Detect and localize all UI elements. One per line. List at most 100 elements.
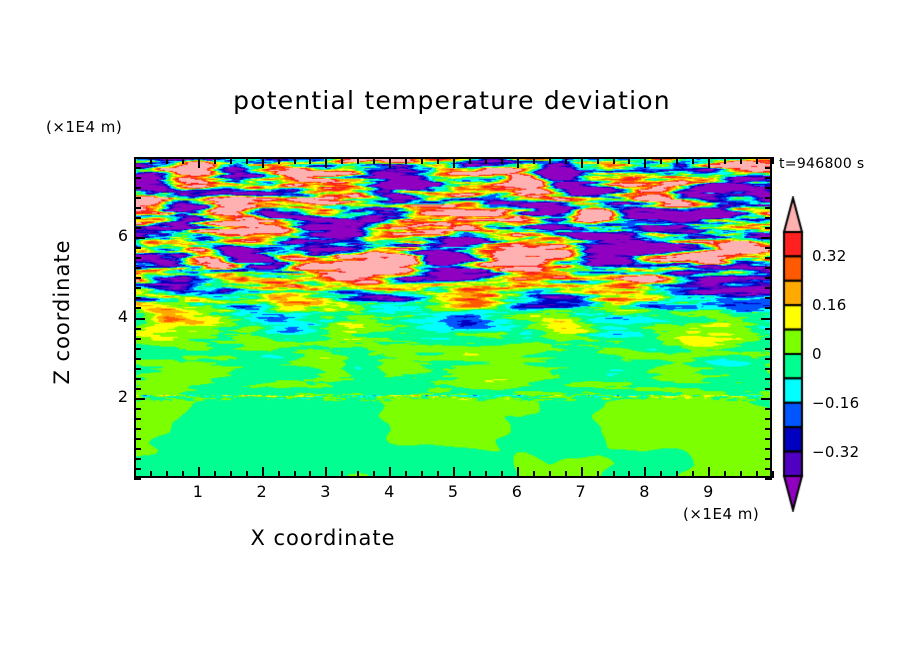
x-tick [581, 467, 583, 478]
y-tick-right [761, 237, 772, 239]
y-tick [134, 157, 141, 159]
y-tick-right [765, 297, 772, 299]
y-tick [134, 418, 141, 420]
timestamp-annotation: t=946800 s [779, 156, 865, 172]
y-tick [134, 388, 141, 390]
y-tick-label: 2 [117, 386, 128, 406]
x-tick [613, 471, 615, 478]
x-tick-top [549, 157, 551, 164]
x-tick [437, 471, 439, 478]
x-tick-top [692, 157, 694, 164]
y-tick [134, 307, 141, 309]
y-tick [134, 297, 141, 299]
x-tick-top [469, 157, 471, 164]
y-tick [134, 197, 141, 199]
x-tick [341, 471, 343, 478]
x-tick [469, 471, 471, 478]
y-tick-right [765, 197, 772, 199]
x-tick-top [182, 157, 184, 164]
y-tick [134, 167, 141, 169]
x-tick [533, 471, 535, 478]
y-tick-label: 6 [117, 226, 128, 246]
y-tick-right [765, 418, 772, 420]
x-tick-top [309, 157, 311, 164]
x-tick-top [373, 157, 375, 164]
x-tick [676, 471, 678, 478]
x-tick-top [278, 157, 280, 164]
page-title: potential temperature deviation [233, 86, 671, 115]
y-axis-unit-label: (×1E4 m) [46, 118, 123, 136]
y-tick [134, 478, 141, 480]
x-tick [772, 471, 774, 478]
x-tick [230, 471, 232, 478]
y-tick-right [765, 207, 772, 209]
y-tick [134, 448, 141, 450]
x-tick-label: 1 [192, 482, 203, 501]
x-tick-label: 5 [447, 482, 459, 501]
x-tick [740, 471, 742, 478]
y-tick-right [765, 468, 772, 470]
y-tick-right [765, 388, 772, 390]
y-tick [134, 428, 141, 430]
y-tick-right [765, 157, 772, 159]
y-tick [134, 358, 141, 360]
x-tick [246, 471, 248, 478]
x-tick-top [325, 157, 327, 168]
y-tick [134, 277, 141, 279]
y-tick-right [765, 358, 772, 360]
x-tick-label: 8 [639, 482, 650, 501]
x-tick-top [644, 157, 646, 168]
colorbar-tick-label: −0.32 [812, 442, 860, 461]
y-tick-right [765, 187, 772, 189]
x-tick [134, 471, 136, 478]
x-tick-label: 6 [511, 482, 522, 501]
y-tick-right [765, 307, 772, 309]
x-tick [565, 471, 567, 478]
y-tick-right [765, 277, 772, 279]
y-tick [134, 378, 141, 380]
x-tick [278, 471, 280, 478]
colorbar-tick-label: 0.32 [812, 247, 847, 266]
y-tick-right [765, 368, 772, 370]
x-tick [294, 471, 296, 478]
x-tick [214, 471, 216, 478]
y-axis-title: Z coordinate [50, 239, 74, 385]
y-tick [134, 458, 141, 460]
x-tick-top [453, 157, 455, 168]
x-tick-top [533, 157, 535, 164]
y-tick-right [765, 348, 772, 350]
y-tick-right [765, 448, 772, 450]
x-tick-top [214, 157, 216, 164]
y-tick-label: 4 [117, 306, 128, 326]
y-tick [134, 368, 141, 370]
y-tick-right [761, 398, 772, 400]
y-tick-right [765, 328, 772, 330]
y-tick [134, 207, 141, 209]
x-tick-label: 7 [575, 482, 586, 501]
x-tick [628, 471, 630, 478]
x-tick [549, 471, 551, 478]
x-tick [405, 471, 407, 478]
x-tick-top [246, 157, 248, 164]
x-tick-top [198, 157, 200, 168]
x-tick-top [772, 157, 774, 164]
y-tick [134, 257, 141, 259]
x-tick-label: 9 [703, 482, 714, 501]
x-tick [453, 467, 455, 478]
x-tick-top [485, 157, 487, 164]
y-tick [134, 348, 141, 350]
x-tick-top [724, 157, 726, 164]
x-tick [357, 471, 359, 478]
x-tick [724, 471, 726, 478]
x-tick [309, 471, 311, 478]
y-tick-right [765, 438, 772, 440]
x-tick-top [421, 157, 423, 164]
x-tick-top [389, 157, 391, 168]
y-tick [134, 227, 141, 229]
x-tick-label: 4 [384, 482, 395, 501]
x-tick-label: 2 [256, 482, 267, 501]
x-tick-top [134, 157, 136, 164]
x-axis-title: X coordinate [0, 526, 904, 550]
y-tick [134, 237, 145, 239]
